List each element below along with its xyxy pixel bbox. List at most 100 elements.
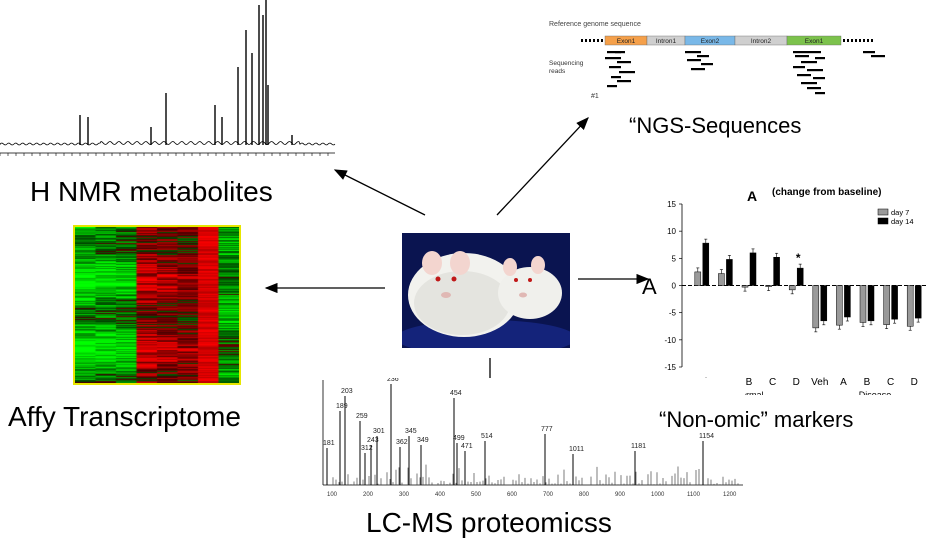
ms-peak-label: 189 <box>336 403 348 410</box>
bar-day-7 <box>883 285 890 325</box>
ms-axis-label: 700 <box>543 492 554 498</box>
sequencing-read <box>701 63 713 66</box>
sequencing-read <box>807 87 821 90</box>
sequencing-read <box>611 76 621 79</box>
ms-axis-label: 600 <box>507 492 518 498</box>
gene-segment-label: Intron1 <box>656 38 677 45</box>
bar-day-7 <box>694 271 702 286</box>
sequencing-read <box>813 77 825 80</box>
ref-dash <box>855 39 857 42</box>
bar-day-14 <box>820 285 828 322</box>
sequencing-read <box>609 66 621 69</box>
ms-axis-label: 800 <box>579 492 590 498</box>
sequencing-read <box>607 85 617 88</box>
bar-day-7 <box>765 285 772 287</box>
bar-day-14 <box>891 285 898 320</box>
ref-dash <box>867 39 869 42</box>
gene-segment-label: Exon1 <box>617 38 636 45</box>
ref-dash <box>863 39 865 42</box>
ms-peak-label: 514 <box>481 433 493 440</box>
nmr-spectrum <box>0 0 336 156</box>
ref-dash <box>593 39 595 42</box>
x-tick-label: B <box>864 377 871 388</box>
ms-peak-label: 1154 <box>699 433 714 440</box>
ms-peak-label: 203 <box>341 388 353 395</box>
sequencing-read <box>615 51 625 54</box>
ngs-small-mark: #1 <box>591 93 599 100</box>
bar-day-14 <box>726 259 733 286</box>
ngs-reads-label-2: reads <box>549 68 566 75</box>
sequencing-read <box>617 61 631 64</box>
ms-peak-label: 777 <box>541 426 553 433</box>
bar-day-7 <box>812 285 820 329</box>
affy-heatmap <box>73 225 241 385</box>
bar-day-14 <box>796 267 804 286</box>
sequencing-read <box>687 59 701 62</box>
ms-peak-label: 1011 <box>569 446 584 453</box>
sequencing-read <box>793 66 805 69</box>
ms-axis-label: 200 <box>363 492 374 498</box>
x-tick-label: B <box>746 377 753 388</box>
y-tick-label: 5 <box>672 254 677 263</box>
ms-axis-label: 1200 <box>723 492 737 498</box>
ms-peak-label: 499 <box>453 435 465 442</box>
ms-axis-label: 100 <box>327 492 338 498</box>
sequencing-read <box>809 51 821 54</box>
lcms-label: LC-MS proteomicss <box>366 507 612 538</box>
x-tick-label: Veh <box>811 377 828 388</box>
heatmap-canvas <box>75 227 239 383</box>
ms-axis-label: 300 <box>399 492 410 498</box>
legend-swatch <box>877 208 889 216</box>
ms-peak-label: 301 <box>373 428 385 435</box>
significance-star: * <box>796 251 801 265</box>
ms-peak-label: 259 <box>356 413 368 420</box>
ms-peak-label: 181 <box>323 440 335 447</box>
group-label-disease: Disease <box>859 390 892 395</box>
bar-day-7 <box>906 285 914 327</box>
nonomic-bar-chart: A (change from baseline) 15 10 5 0 -5 -10 -15 V… <box>664 187 926 395</box>
ngs-panel: Reference genome sequence Exon1 Intron1 Ex… <box>549 21 885 100</box>
sequencing-read <box>801 61 817 64</box>
gene-segment-label: Exon2 <box>701 38 720 45</box>
y-tick-label: 0 <box>672 282 677 291</box>
sequencing-read <box>871 55 885 58</box>
ms-peak-label: 471 <box>461 443 473 450</box>
legend-label: day 7 <box>891 208 909 217</box>
bar-day-14 <box>914 285 922 319</box>
ref-dash <box>581 39 583 42</box>
sequencing-read <box>605 57 621 60</box>
y-tick-label: 15 <box>667 200 676 209</box>
left-marker: A <box>642 274 657 299</box>
ms-peak-label: 1181 <box>631 443 646 450</box>
sequencing-read <box>619 71 635 74</box>
chart-title: A <box>747 188 757 204</box>
legend-label: day 14 <box>891 217 914 226</box>
ref-dash <box>597 39 599 42</box>
sequencing-read <box>815 92 825 95</box>
ms-peak-label: 362 <box>396 439 408 446</box>
ms-peak-label: 236 <box>387 378 399 383</box>
y-tick-label: 10 <box>667 227 676 236</box>
ref-dash <box>601 39 603 42</box>
y-tick-label: -10 <box>664 336 676 345</box>
ms-axis-label: 500 <box>471 492 482 498</box>
bar-day-7 <box>718 273 725 286</box>
x-tick-label: D <box>793 377 800 388</box>
ref-dash <box>859 39 861 42</box>
sequencing-read <box>793 51 809 54</box>
sequencing-read <box>607 51 621 54</box>
y-tick-label: -5 <box>669 309 677 318</box>
sequencing-read <box>617 80 631 83</box>
bar-day-14 <box>844 285 851 318</box>
ref-dash <box>847 39 849 42</box>
bar-day-7 <box>836 285 843 326</box>
nmr-baseline <box>0 141 336 146</box>
x-tick-label: C <box>769 377 776 388</box>
lc-ms-spectrum: 2031892362591813012433453123493624544994… <box>305 378 745 498</box>
x-tick-label: A <box>840 377 847 388</box>
gene-segment <box>786 35 842 46</box>
ref-dash <box>851 39 853 42</box>
ms-peak-label: 454 <box>450 390 462 397</box>
bar-day-14 <box>749 252 757 286</box>
sequencing-read <box>797 74 811 77</box>
